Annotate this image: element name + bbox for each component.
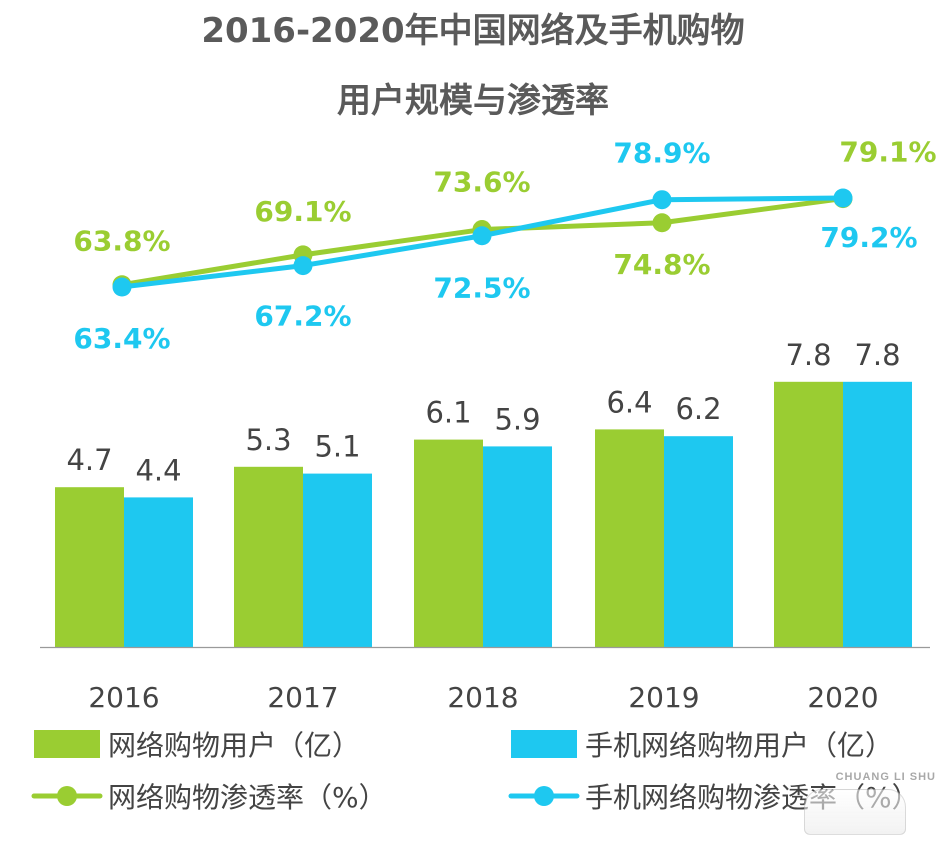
line-value-label: 79.2% — [820, 221, 917, 254]
legend-bar-swatch — [511, 730, 577, 758]
line-value-label: 69.1% — [254, 195, 351, 228]
point-mobile-penetration — [472, 226, 492, 246]
x-axis: 2016 2017 2018 2019 2020 — [40, 646, 930, 714]
bar-value-label: 7.8 — [854, 338, 900, 372]
x-tick-label: 2017 — [267, 681, 338, 714]
bar-value-label: 4.7 — [66, 443, 112, 477]
line-value-label: 63.8% — [73, 225, 170, 258]
point-online-penetration — [652, 213, 672, 233]
bars-layer — [55, 381, 912, 647]
x-tick-label: 2018 — [447, 681, 518, 714]
line-value-label: 67.2% — [254, 300, 351, 333]
bar-value-label: 7.8 — [785, 338, 831, 372]
bar-value-label: 4.4 — [135, 453, 181, 487]
bar-online-shopping-users — [595, 429, 664, 647]
bar-mobile-online-shopping-users — [843, 381, 912, 647]
point-mobile-penetration — [293, 256, 313, 276]
legend-marker — [534, 786, 554, 806]
line-value-label: 74.8% — [613, 248, 710, 281]
point-mobile-penetration — [112, 277, 132, 297]
legend-label: 网络购物渗透率（%） — [108, 781, 387, 814]
bar-online-shopping-users — [55, 487, 124, 647]
point-mobile-penetration — [833, 188, 853, 208]
line-value-label: 78.9% — [613, 137, 710, 170]
bar-online-shopping-users — [774, 381, 843, 647]
point-mobile-penetration — [652, 190, 672, 210]
x-tick-label: 2016 — [88, 681, 159, 714]
x-tick-label: 2020 — [807, 681, 878, 714]
legend-marker — [57, 786, 77, 806]
legend-label: 手机网络购物渗透率（%） — [585, 781, 920, 814]
bar-mobile-online-shopping-users — [483, 446, 552, 647]
labels-layer: 4.7 5.3 6.1 6.4 7.8 4.4 5.1 5.9 6.2 7.8 63.8% 69.1%… — [66, 136, 936, 488]
line-value-label: 79.1% — [839, 136, 936, 169]
bar-online-shopping-users — [414, 439, 483, 647]
legend-bar-swatch — [34, 730, 100, 758]
bar-value-label: 6.2 — [675, 392, 721, 426]
line-value-label: 63.4% — [73, 322, 170, 355]
bar-mobile-online-shopping-users — [303, 473, 372, 647]
bar-value-label: 6.4 — [606, 385, 652, 419]
x-tick-label: 2019 — [628, 681, 699, 714]
bar-value-label: 5.9 — [494, 402, 540, 436]
legend-label: 网络购物用户（亿） — [108, 729, 360, 762]
legend: 网络购物用户（亿） 手机网络购物用户（亿） 网络购物渗透率（%） 手机网络购物渗透率（… — [31, 729, 920, 814]
bar-online-shopping-users — [234, 466, 303, 647]
line-value-label: 72.5% — [433, 272, 530, 305]
bar-mobile-online-shopping-users — [124, 497, 193, 647]
bar-value-label: 6.1 — [425, 396, 471, 430]
bar-value-label: 5.3 — [245, 423, 291, 457]
chart-title-line-2: 用户规模与渗透率 — [337, 81, 609, 121]
bar-value-label: 5.1 — [314, 430, 360, 464]
lines-layer — [112, 188, 853, 297]
legend-label: 手机网络购物用户（亿） — [585, 729, 893, 762]
line-value-label: 73.6% — [433, 166, 530, 199]
bar-mobile-online-shopping-users — [664, 436, 733, 647]
chart-title-line-1: 2016-2020年中国网络及手机购物 — [201, 11, 744, 51]
